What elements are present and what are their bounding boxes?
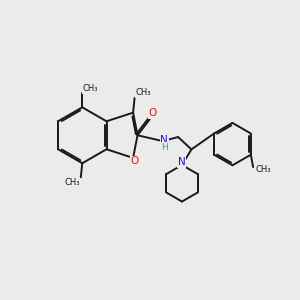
Text: CH₃: CH₃ (65, 178, 80, 187)
Text: O: O (130, 156, 138, 167)
Text: H: H (160, 142, 167, 152)
Text: CH₃: CH₃ (255, 165, 271, 174)
Text: CH₃: CH₃ (83, 84, 98, 93)
Text: O: O (149, 108, 157, 118)
Text: CH₃: CH₃ (135, 88, 151, 97)
Text: N: N (178, 157, 186, 167)
Text: N: N (160, 135, 168, 145)
